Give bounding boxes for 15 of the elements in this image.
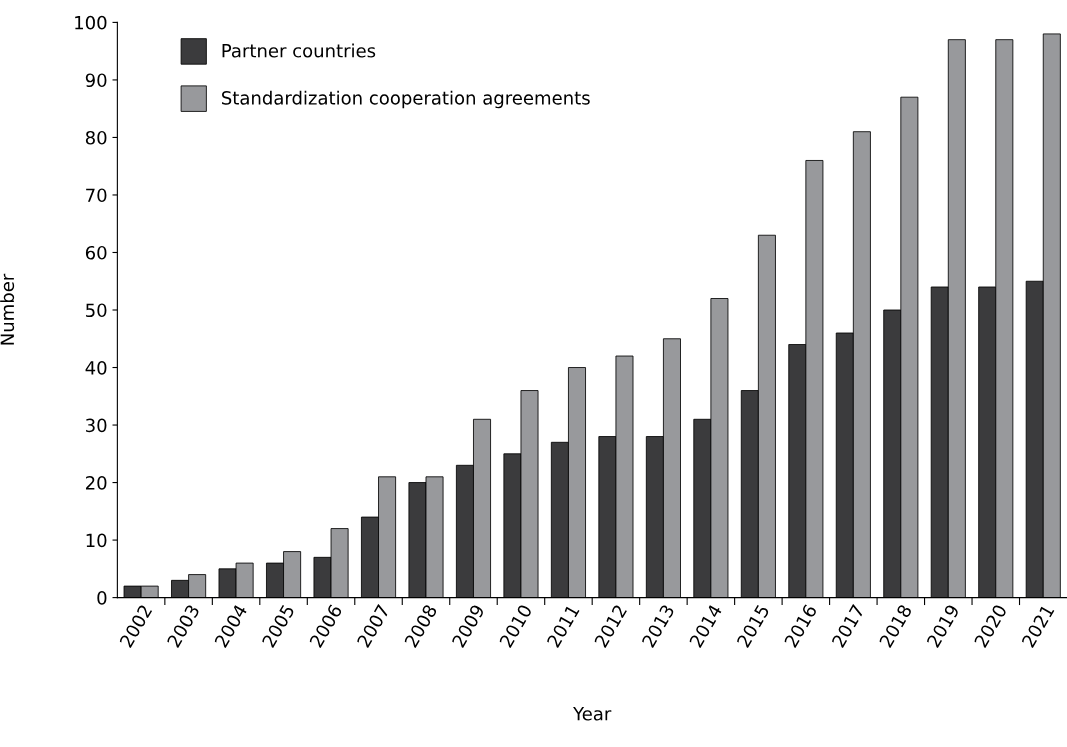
y-tick-label: 60 (85, 245, 107, 260)
y-tick-label: 30 (86, 418, 107, 433)
y-tick-label: 70 (86, 188, 107, 203)
legend-label: Standardization cooperation agreements (222, 90, 590, 109)
y-tick-label: 80 (85, 130, 107, 145)
y-tick-label: 10 (86, 533, 107, 548)
y-axis-title: Number (0, 273, 15, 345)
y-tick-label: 20 (86, 476, 107, 490)
x-axis-title: Year (573, 707, 612, 721)
y-tick-label: 100 (75, 15, 107, 30)
y-tick-label: 90 (85, 73, 107, 88)
y-tick-label: 0 (97, 591, 107, 605)
y-tick-label: 50 (86, 303, 107, 318)
y-tick-label: 40 (85, 360, 107, 375)
legend-label: Partner countries (222, 43, 376, 58)
